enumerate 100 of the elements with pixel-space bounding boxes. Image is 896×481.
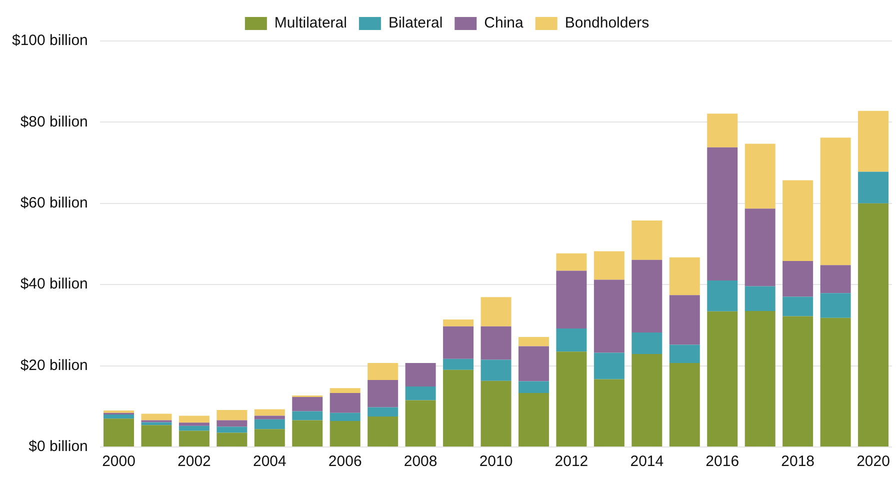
bar [594,251,624,280]
bar [405,362,436,387]
bar [782,316,814,446]
legend-label: Multilateral [274,14,347,32]
bar [556,328,587,352]
bar [744,144,776,209]
bar [292,420,323,446]
bar [707,311,738,446]
bar [669,344,700,363]
legend-label: Bondholders [564,14,650,32]
y-tick-label: $0 billion [28,438,88,456]
bar [443,370,474,446]
bar [141,414,172,420]
bar [480,380,512,446]
bar [518,393,549,446]
x-tick-label: 2008 [404,453,438,470]
x-tick-label: 2004 [252,453,286,470]
bar [556,352,587,446]
bar [104,414,134,419]
bar [744,286,776,311]
bar [518,346,549,382]
bar [707,147,738,281]
bar [216,432,248,446]
legend-label: China [484,14,524,32]
bar [292,411,323,420]
x-tick-label: 2016 [706,453,740,470]
y-tick-label: $100 billion [12,32,88,50]
bar [632,260,662,333]
bar [632,354,662,446]
bar [820,293,851,318]
bar [254,416,285,420]
bar [405,400,436,446]
bar [594,379,624,446]
bar [782,180,814,262]
bar [254,409,285,416]
y-tick-label: $20 billion [20,356,88,374]
bar [556,270,587,328]
bar [744,310,776,446]
bar [368,380,398,408]
bar [216,420,248,427]
x-tick-label: 2002 [178,453,211,470]
bar [330,412,360,422]
bar [744,208,776,286]
bar [368,407,398,417]
bar [104,418,134,446]
y-tick-label: $60 billion [20,194,88,212]
bar [594,280,624,353]
bar [443,326,474,359]
bar [254,429,285,446]
bar [669,362,700,446]
bar [330,388,360,393]
bar [178,416,210,423]
bar [858,110,889,172]
x-tick-label: 2020 [856,453,890,470]
x-tick-label: 2006 [328,453,362,470]
bar [669,257,700,296]
bar [104,410,134,413]
bar [292,397,323,412]
x-tick-label: 2018 [781,453,815,470]
bar [594,352,624,380]
bar [707,280,738,312]
bar [330,421,360,446]
x-tick-label: 2000 [102,453,136,470]
bar [330,393,360,413]
bar [820,318,851,446]
bar [216,426,248,433]
bar [178,430,210,446]
bar [518,381,549,393]
y-tick-label: $40 billion [20,276,88,293]
bar [782,261,814,297]
x-tick-label: 2012 [554,453,588,470]
bar [820,138,851,266]
bar [368,362,398,380]
bar [632,332,662,354]
bar [480,326,512,360]
bar [782,296,814,316]
x-tick-label: 2010 [479,453,513,470]
x-tick-label: 2014 [630,453,664,470]
bar [178,422,210,426]
bar [254,419,285,430]
bar [443,320,474,326]
y-tick-label: $80 billion [20,113,88,130]
bar [480,297,512,326]
bar [820,265,851,294]
bar [141,425,172,446]
bar [216,410,248,420]
bar [178,426,210,431]
bar [405,386,436,400]
legend-label: Bilateral [388,14,443,32]
bar [443,358,474,370]
bar [368,416,398,446]
bar [858,172,889,204]
bar [707,114,738,148]
bar [858,203,889,446]
bar [518,336,549,346]
bar [480,360,512,381]
bar [669,295,700,345]
bar [556,253,587,271]
bar [632,220,662,260]
bar [141,422,172,426]
